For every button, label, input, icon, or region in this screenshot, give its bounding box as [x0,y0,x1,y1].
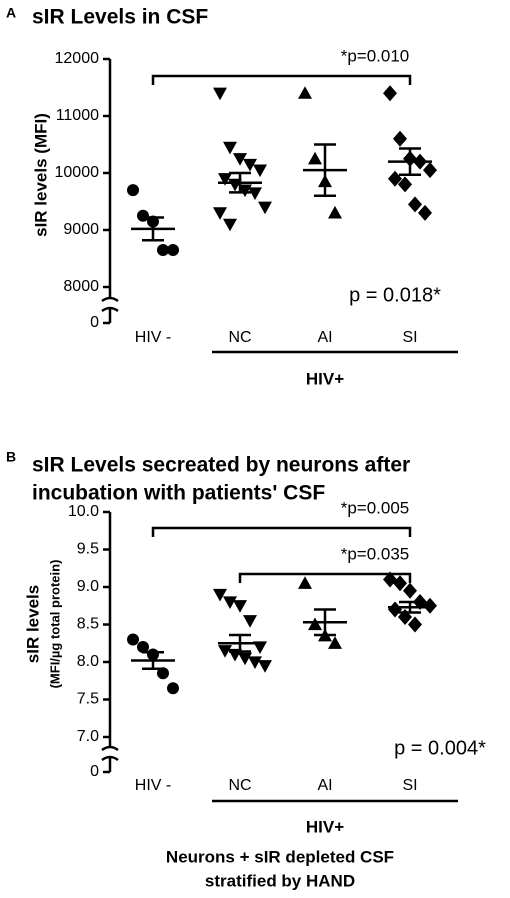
y-tick-label: 11000 [56,107,99,124]
y-tick-label: 8.0 [77,653,99,670]
data-point [423,162,437,179]
chart-title: sIR Levels secreated by neurons after [32,454,410,477]
data-point [218,173,232,186]
data-point [233,153,247,166]
data-point [248,656,262,669]
data-point [233,600,247,613]
x-tick-label: HIV - [135,329,171,346]
data-point [258,201,272,215]
y-axis-label: (MFI/µg total protein) [47,560,62,689]
data-point [157,243,169,256]
data-point [213,207,227,220]
y-tick-label: 8000 [63,278,99,295]
group-label: HIV+ [306,817,344,836]
data-point [157,667,169,680]
data-point [393,130,407,147]
data-point [308,617,322,631]
data-point [328,205,342,219]
x-tick-label: NC [228,329,251,346]
data-point [137,209,149,222]
x-tick-label: AI [317,329,332,346]
data-point [423,597,437,614]
data-point [167,243,179,256]
comparison-bracket [238,572,412,583]
y-tick-label: 8.5 [77,616,99,633]
comparison-bracket [151,74,412,85]
data-point [408,196,422,213]
data-point [253,641,267,654]
x-tick-label: NC [228,777,251,794]
data-point [218,645,232,658]
data-point [243,615,257,628]
comparison-bracket [151,526,412,537]
data-point [137,641,149,653]
y-tick-label: 10000 [55,164,100,181]
data-point [403,582,417,599]
x-tick-label: SI [402,777,417,794]
y-tick-label: 10.0 [68,503,99,520]
stat-label: p = 0.004* [394,737,486,759]
chart-title: sIR Levels in CSF [32,6,208,29]
y-tick-label: 9.0 [77,578,99,595]
x-tick-label: HIV - [135,777,171,794]
data-point [243,158,257,172]
data-point [213,87,227,101]
y-tick-label: 12000 [55,50,100,67]
data-point [223,141,237,155]
data-point [213,588,227,602]
y-axis-label: sIR levels (MFI) [31,113,50,237]
data-point [127,184,139,197]
data-point [253,164,267,178]
comparison-label: *p=0.010 [341,46,410,65]
data-point [238,652,252,666]
axis-break [101,306,119,313]
comparison-label: *p=0.005 [341,498,410,517]
data-point [223,218,237,232]
y-tick-label: 9.5 [77,541,99,558]
data-point [393,575,407,592]
axis-break [101,745,119,752]
data-point [408,616,422,633]
y-tick-label: 0 [90,314,99,331]
y-tick-label: 9000 [63,221,99,238]
data-point [127,633,139,646]
data-point [328,636,342,649]
stat-label: p = 0.018* [349,284,441,306]
axis-break [101,296,119,303]
panel-label: A [6,5,16,21]
y-tick-label: 7.0 [77,728,99,745]
data-point [398,176,412,193]
data-point [308,151,322,165]
chart-title: incubation with patients' CSF [32,482,325,505]
comparison-label: *p=0.035 [341,544,410,563]
data-point [388,170,402,187]
data-point [298,86,312,99]
y-axis-label: sIR levels [23,585,42,663]
axis-break [101,755,119,762]
data-point [248,187,262,200]
data-point [388,601,402,618]
y-tick-label: 0 [90,763,99,780]
data-point [383,85,397,102]
x-tick-label: AI [317,777,332,794]
x-axis-label: Neurons + sIR depleted CSF [166,847,394,866]
data-point [258,660,272,673]
data-point [223,596,237,609]
data-point [298,576,312,589]
panel-label: B [6,449,16,465]
group-label: HIV+ [306,369,344,388]
data-point [167,682,179,695]
y-tick-label: 7.5 [77,691,99,708]
x-axis-label: stratified by HAND [205,871,355,890]
x-tick-label: SI [402,329,417,346]
data-point [418,204,432,221]
